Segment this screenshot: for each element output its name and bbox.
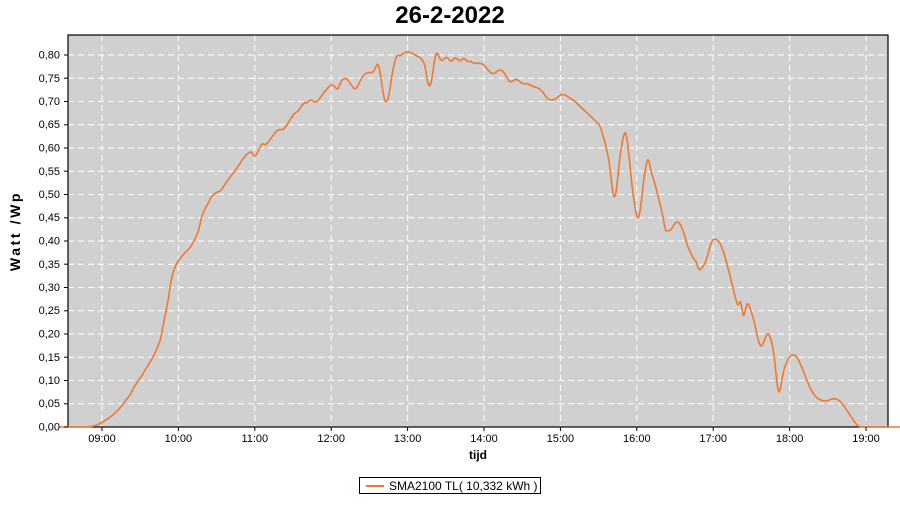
svg-text:0,40: 0,40 [39,236,60,248]
svg-text:09:00: 09:00 [88,433,116,445]
svg-text:17:00: 17:00 [699,433,727,445]
svg-text:0,10: 0,10 [39,375,60,387]
svg-text:18:00: 18:00 [776,433,804,445]
svg-text:0,15: 0,15 [39,352,60,364]
svg-text:10:00: 10:00 [165,433,193,445]
svg-text:0,25: 0,25 [39,305,60,317]
svg-text:0,05: 0,05 [39,398,60,410]
svg-text:0,20: 0,20 [39,329,60,341]
svg-text:0,50: 0,50 [39,189,60,201]
svg-text:12:00: 12:00 [317,433,345,445]
svg-text:0,65: 0,65 [39,119,60,131]
svg-text:0,60: 0,60 [39,143,60,155]
svg-text:14:00: 14:00 [470,433,498,445]
svg-text:0,00: 0,00 [39,422,60,434]
svg-text:19:00: 19:00 [852,433,880,445]
svg-text:15:00: 15:00 [547,433,575,445]
svg-text:16:00: 16:00 [623,433,651,445]
svg-text:0,30: 0,30 [39,282,60,294]
svg-text:13:00: 13:00 [394,433,422,445]
svg-text:0,80: 0,80 [39,50,60,62]
svg-text:0,45: 0,45 [39,212,60,224]
svg-text:11:00: 11:00 [241,433,268,445]
svg-text:0,55: 0,55 [39,166,60,178]
svg-text:0,70: 0,70 [39,96,60,108]
svg-text:0,75: 0,75 [39,73,60,85]
svg-text:0,35: 0,35 [39,259,60,271]
